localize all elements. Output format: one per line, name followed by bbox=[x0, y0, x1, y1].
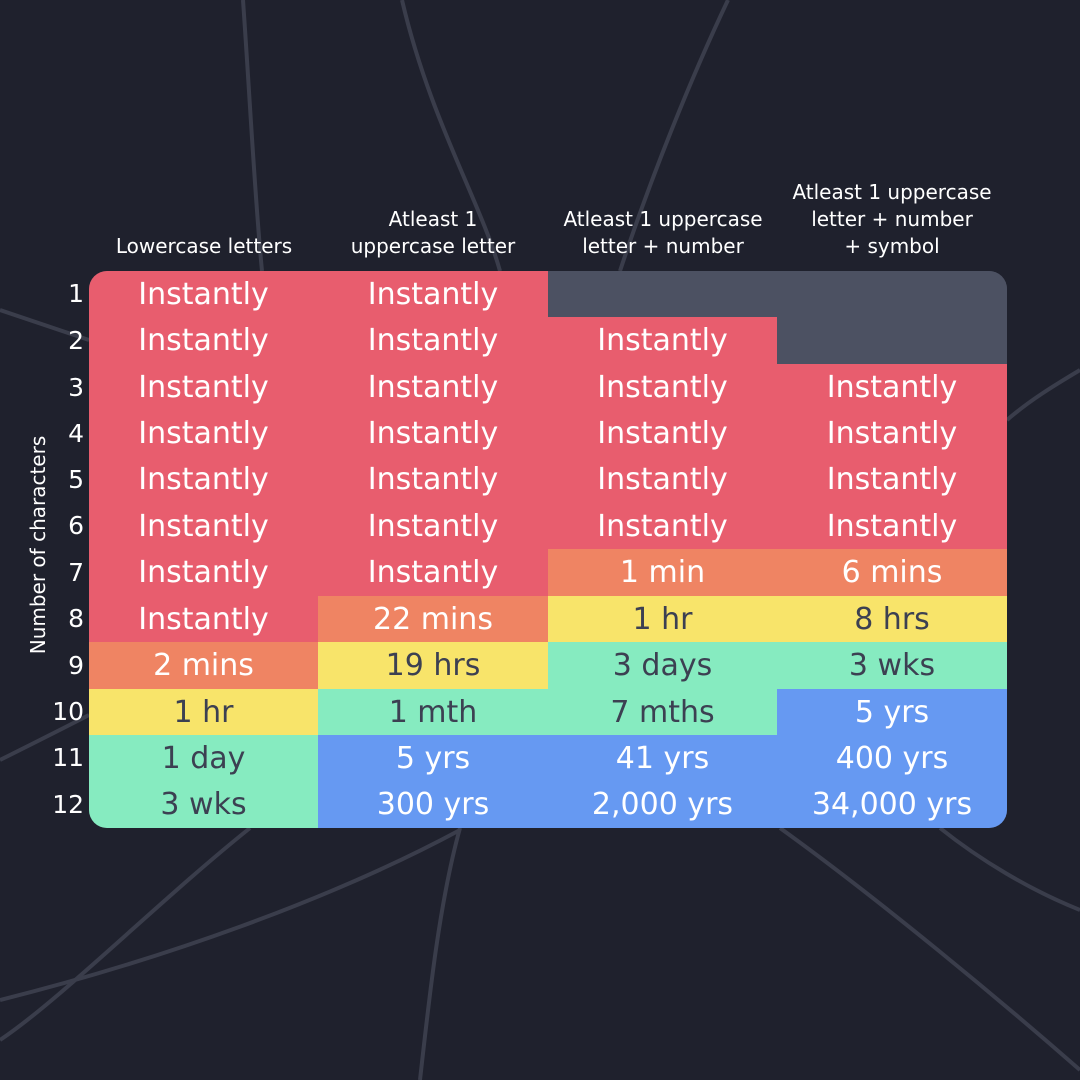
table-cell: Instantly bbox=[548, 456, 777, 503]
table-cell: 5 yrs bbox=[318, 735, 548, 781]
table-cell: 3 days bbox=[548, 642, 777, 689]
table-cell: Instantly bbox=[89, 596, 318, 642]
table-cell: Instantly bbox=[318, 456, 548, 503]
table-cell: 300 yrs bbox=[318, 781, 548, 828]
table-cell: Instantly bbox=[548, 503, 777, 549]
column-header-lowercase: Lowercase letters bbox=[115, 234, 293, 258]
table-cell: Instantly bbox=[318, 503, 548, 549]
table-cell: Instantly bbox=[777, 411, 1007, 456]
table-cell: 1 day bbox=[89, 735, 318, 781]
table-cell: 1 hr bbox=[548, 596, 777, 642]
row-label: 3 bbox=[68, 372, 84, 402]
row-label: 7 bbox=[68, 557, 84, 587]
table-cell: Instantly bbox=[89, 456, 318, 503]
row-label: 12 bbox=[52, 789, 84, 819]
table-cell: Instantly bbox=[89, 549, 318, 596]
table-cell: 6 mins bbox=[777, 549, 1007, 596]
table-cell: 3 wks bbox=[777, 642, 1007, 689]
table-cell: 22 mins bbox=[318, 596, 548, 642]
table-cell: Instantly bbox=[548, 364, 777, 411]
table-cell: Instantly bbox=[318, 411, 548, 456]
table-cell: 5 yrs bbox=[777, 689, 1007, 735]
table-cell: 2,000 yrs bbox=[548, 781, 777, 828]
table-cell: 34,000 yrs bbox=[777, 781, 1007, 828]
row-label: 8 bbox=[68, 604, 84, 633]
table-cell: 3 wks bbox=[89, 781, 318, 828]
table-cell: Instantly bbox=[318, 317, 548, 364]
row-label: 11 bbox=[52, 743, 84, 772]
table-cell: 1 hr bbox=[89, 689, 318, 735]
column-header-uppercase-number-symbol: Atleast 1 uppercase letter + number + sy… bbox=[792, 180, 992, 258]
table-cell: Instantly bbox=[89, 364, 318, 411]
row-label: 2 bbox=[68, 325, 84, 355]
table-cell: 400 yrs bbox=[777, 735, 1007, 781]
table-cell: Instantly bbox=[89, 411, 318, 456]
table-cell: 2 mins bbox=[89, 642, 318, 689]
table-cell: 8 hrs bbox=[777, 596, 1007, 642]
row-label: 4 bbox=[68, 418, 84, 448]
table-cell: 1 mth bbox=[318, 689, 548, 735]
table-cell: Instantly bbox=[548, 317, 777, 364]
table-cell: Instantly bbox=[777, 364, 1007, 411]
row-label: 5 bbox=[68, 464, 84, 494]
table-cell: Instantly bbox=[89, 503, 318, 549]
table-cell: Instantly bbox=[318, 364, 548, 411]
table-cell: Instantly bbox=[89, 271, 318, 317]
table-cell: Instantly bbox=[318, 549, 548, 596]
table-cell-empty bbox=[777, 317, 1007, 364]
crack-time-table: Instantly Instantly Instantly Instantly Inst… bbox=[89, 271, 1007, 828]
table-cell: Instantly bbox=[777, 456, 1007, 503]
row-label: 6 bbox=[68, 511, 84, 540]
table-cell-empty bbox=[777, 271, 1007, 317]
table-cell: 7 mths bbox=[548, 689, 777, 735]
table-cell: Instantly bbox=[89, 317, 318, 364]
table-cell: Instantly bbox=[777, 503, 1007, 549]
table-cell: 41 yrs bbox=[548, 735, 777, 781]
table-cell-empty bbox=[548, 271, 777, 317]
row-label: 10 bbox=[52, 697, 84, 726]
row-label: 9 bbox=[68, 650, 84, 680]
table-cell: Instantly bbox=[548, 411, 777, 456]
table-cell: 19 hrs bbox=[318, 642, 548, 689]
table-cell: 1 min bbox=[548, 549, 777, 596]
column-header-uppercase-number: Atleast 1 uppercase letter + number bbox=[563, 207, 763, 258]
column-header-uppercase: Atleast 1 uppercase letter bbox=[350, 207, 516, 258]
row-label: 1 bbox=[68, 279, 84, 308]
table-cell: Instantly bbox=[318, 271, 548, 317]
